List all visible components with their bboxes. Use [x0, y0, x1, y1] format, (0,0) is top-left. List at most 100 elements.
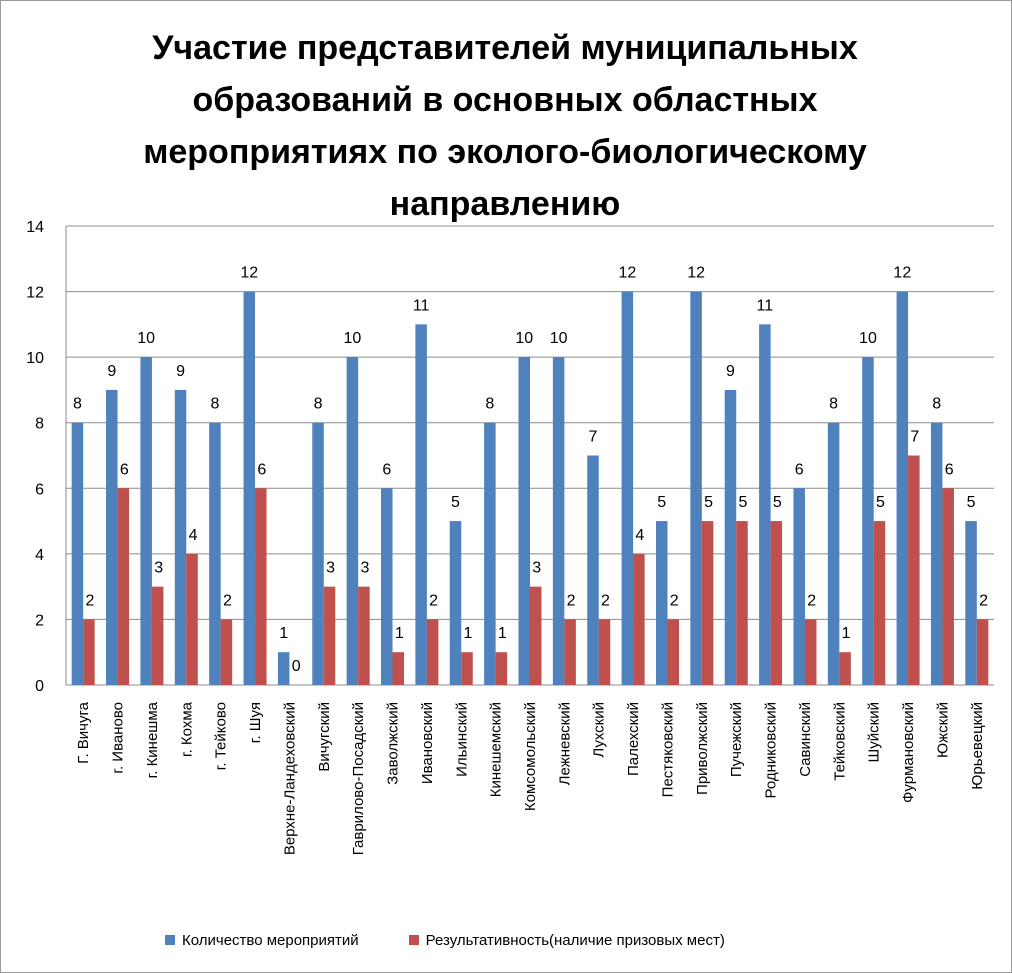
- bar-count: [759, 324, 771, 685]
- bar-result: [770, 521, 783, 685]
- data-label-result: 2: [85, 592, 94, 609]
- bar-result: [83, 619, 95, 685]
- data-label-result: 3: [154, 560, 163, 577]
- bar-result: [804, 619, 817, 685]
- data-label-count: 12: [893, 265, 911, 282]
- data-label-result: 2: [223, 592, 232, 609]
- x-axis-categories: Г. Вичуга г. Иваново г. Кинешма г. Кохма г. …: [75, 701, 986, 855]
- y-tick-label: 4: [35, 547, 44, 564]
- data-label-result: 0: [292, 658, 301, 675]
- data-label-count: 1: [279, 625, 288, 642]
- data-label-count: 10: [515, 330, 533, 347]
- bar-result: [736, 521, 748, 685]
- data-label-count: 8: [314, 396, 323, 413]
- data-label-count: 8: [73, 396, 82, 413]
- x-category-label: Южский: [934, 702, 951, 758]
- bar-count: [243, 291, 256, 685]
- data-label-result: 6: [945, 461, 954, 478]
- data-label-count: 8: [485, 396, 494, 413]
- x-category-label: Лежневский: [556, 702, 573, 785]
- bar-result: [392, 652, 405, 685]
- data-label-result: 1: [464, 625, 473, 642]
- data-label-result: 6: [120, 461, 129, 478]
- data-label-count: 10: [343, 330, 361, 347]
- bar-result: [701, 521, 714, 685]
- bar-result: [186, 553, 198, 685]
- data-label-count: 12: [240, 265, 258, 282]
- bar-count: [587, 455, 599, 685]
- data-label-result: 3: [360, 560, 369, 577]
- data-label-result: 1: [498, 625, 507, 642]
- x-category-label: Вичугский: [316, 702, 333, 772]
- y-tick-label: 10: [26, 350, 44, 367]
- bar-count: [724, 389, 737, 685]
- x-category-label: Юрьевецкий: [969, 702, 986, 790]
- legend-item-result: Результативность(наличие призовых мест): [408, 931, 725, 949]
- data-label-count: 11: [757, 297, 774, 314]
- bar-count: [484, 422, 496, 685]
- data-label-result: 2: [567, 592, 576, 609]
- data-label-count: 9: [726, 363, 735, 380]
- bar-count: [346, 357, 359, 685]
- bar-count: [277, 652, 290, 685]
- x-category-label: г. Кинешма: [144, 701, 161, 778]
- bar-count: [106, 389, 118, 685]
- bar-count: [827, 422, 840, 685]
- bar-count: [209, 422, 221, 685]
- x-category-label: Ильинский: [453, 702, 470, 777]
- data-label-count: 8: [932, 396, 941, 413]
- legend-label-count: Количество мероприятий: [182, 931, 359, 949]
- data-label-count: 8: [210, 396, 219, 413]
- data-label-result: 1: [395, 625, 404, 642]
- data-label-result: 2: [601, 592, 610, 609]
- x-category-label: Фурмановский: [900, 702, 917, 803]
- x-category-label: Заволжский: [385, 702, 402, 785]
- x-category-label: Приволжский: [694, 702, 711, 795]
- bar-result: [908, 455, 920, 685]
- bar-count: [690, 291, 702, 685]
- x-category-label: Савинский: [797, 702, 814, 777]
- bar-count: [312, 422, 324, 685]
- data-label-result: 5: [773, 494, 782, 511]
- data-label-result: 7: [910, 429, 919, 446]
- bar-count: [621, 291, 634, 685]
- bar-result: [117, 488, 130, 685]
- x-category-label: Пестяковский: [659, 702, 676, 797]
- x-category-label: Пучежский: [728, 702, 745, 777]
- bar-result: [530, 586, 542, 685]
- x-category-label: Гаврилово-Посадский: [350, 702, 367, 855]
- data-label-count: 5: [967, 494, 976, 511]
- y-tick-label: 6: [35, 481, 44, 498]
- bar-count: [174, 389, 187, 685]
- bar-count: [655, 521, 668, 685]
- data-label-count: 12: [687, 265, 705, 282]
- chart-title: Участие представителей муниципальных обр…: [143, 29, 867, 223]
- bar-count: [71, 422, 84, 685]
- data-label-count: 10: [137, 330, 155, 347]
- bar-count: [896, 291, 909, 685]
- data-label-result: 6: [257, 461, 266, 478]
- x-category-label: Лухский: [591, 702, 608, 758]
- y-tick-label: 8: [35, 416, 44, 433]
- y-tick-label: 2: [35, 612, 44, 629]
- bar-count: [415, 324, 427, 685]
- data-label-result: 2: [807, 592, 816, 609]
- bar-result: [495, 652, 508, 685]
- bar-result: [667, 619, 679, 685]
- data-label-count: 5: [451, 494, 460, 511]
- legend-label-result: Результативность(наличие призовых мест): [425, 931, 725, 949]
- data-label-count: 6: [795, 461, 804, 478]
- data-label-count: 9: [107, 363, 116, 380]
- bar-count: [965, 521, 977, 685]
- x-category-label: Шуйский: [866, 702, 883, 762]
- bar-count: [552, 357, 565, 685]
- x-category-label: Ивановский: [419, 702, 436, 784]
- data-label-result: 5: [704, 494, 713, 511]
- data-label-result: 5: [739, 494, 748, 511]
- x-category-label: г. Тейково: [213, 702, 230, 770]
- x-category-label: Г. Вичуга: [75, 701, 92, 763]
- data-label-result: 4: [635, 527, 644, 544]
- bar-count: [930, 422, 943, 685]
- data-labels: 8296103948212610831036111251811031027212…: [73, 265, 988, 675]
